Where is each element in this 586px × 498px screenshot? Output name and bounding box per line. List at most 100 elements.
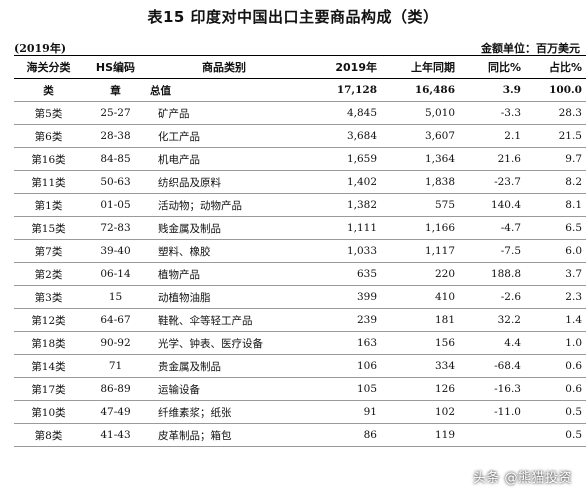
row-value-2019: 91	[300, 400, 381, 424]
column-header-yoy: 同比%	[459, 55, 525, 79]
table-row: 第7类 39-40 塑料、橡胶 1,033 1,117 -7.5 6.0	[14, 239, 586, 263]
row-hs-code: 84-85	[83, 147, 148, 171]
row-customs-class: 第15类	[14, 216, 83, 240]
row-value-2019: 1,033	[300, 239, 381, 263]
row-value-2019: 1,111	[300, 216, 381, 240]
row-category: 运输设备	[148, 377, 300, 401]
row-yoy: 140.4	[459, 193, 525, 217]
table-row: 第14类 71 贵金属及制品 106 334 -68.4 0.6	[14, 354, 586, 378]
row-value-prev: 575	[381, 193, 459, 217]
row-category: 化工产品	[148, 124, 300, 148]
row-customs-class: 第12类	[14, 308, 83, 332]
row-customs-class: 第7类	[14, 239, 83, 263]
row-yoy: 4.4	[459, 331, 525, 355]
row-customs-class: 第11类	[14, 170, 83, 194]
row-yoy: -2.6	[459, 285, 525, 309]
row-value-prev: 5,010	[381, 101, 459, 125]
header-row: 海关分类 HS编码 商品类别 2019年 上年同期 同比% 占比%	[14, 55, 586, 79]
unit-note: 金额单位：百万美元	[481, 42, 580, 55]
row-category: 活动物；动物产品	[148, 193, 300, 217]
row-category: 植物产品	[148, 262, 300, 286]
row-value-prev: 410	[381, 285, 459, 309]
row-category: 鞋靴、伞等轻工产品	[148, 308, 300, 332]
table-row: 第5类 25-27 矿产品 4,845 5,010 -3.3 28.3	[14, 101, 586, 125]
column-header-share: 占比%	[525, 55, 586, 79]
row-customs-class: 第8类	[14, 423, 83, 447]
row-value-prev: 102	[381, 400, 459, 424]
year-note: (2019年)	[14, 42, 67, 55]
row-share: 1.4	[525, 308, 586, 332]
row-value-2019: 105	[300, 377, 381, 401]
row-hs-code: 41-43	[83, 423, 148, 447]
row-category: 动植物油脂	[148, 285, 300, 309]
row-share: 0.6	[525, 354, 586, 378]
table-row: 第15类 72-83 贱金属及制品 1,111 1,166 -4.7 6.5	[14, 216, 586, 240]
row-hs-code: 25-27	[83, 101, 148, 125]
row-category: 皮革制品；箱包	[148, 423, 300, 447]
row-category: 机电产品	[148, 147, 300, 171]
row-hs-code: 64-67	[83, 308, 148, 332]
row-value-2019: 1,402	[300, 170, 381, 194]
row-customs-class: 第3类	[14, 285, 83, 309]
row-yoy: -23.7	[459, 170, 525, 194]
row-value-2019: 3,684	[300, 124, 381, 148]
column-header-2019: 2019年	[300, 55, 381, 79]
row-category: 矿产品	[148, 101, 300, 125]
row-yoy: 188.8	[459, 262, 525, 286]
column-header-prev-period: 上年同期	[381, 55, 459, 79]
row-yoy	[459, 423, 525, 447]
row-customs-class: 第2类	[14, 262, 83, 286]
table-row: 第12类 64-67 鞋靴、伞等轻工产品 239 181 32.2 1.4	[14, 308, 586, 332]
row-share: 9.7	[525, 147, 586, 171]
row-yoy: -16.3	[459, 377, 525, 401]
row-category: 光学、钟表、医疗设备	[148, 331, 300, 355]
row-customs-class: 第16类	[14, 147, 83, 171]
table-row: 第8类 41-43 皮革制品；箱包 86 119 0.5	[14, 423, 586, 447]
row-value-prev: 181	[381, 308, 459, 332]
row-category: 塑料、橡胶	[148, 239, 300, 263]
row-share: 0.5	[525, 400, 586, 424]
row-share: 6.5	[525, 216, 586, 240]
column-header-customs-class: 海关分类	[14, 55, 83, 79]
row-share: 8.2	[525, 170, 586, 194]
total-prev: 16,486	[381, 78, 459, 102]
row-value-2019: 399	[300, 285, 381, 309]
row-hs-code: 01-05	[83, 193, 148, 217]
row-customs-class: 第18类	[14, 331, 83, 355]
watermark: 头条 @熊猫投资	[472, 471, 572, 486]
row-value-2019: 1,382	[300, 193, 381, 217]
row-hs-code: 28-38	[83, 124, 148, 148]
row-yoy: 21.6	[459, 147, 525, 171]
row-hs-code: 86-89	[83, 377, 148, 401]
total-hs: 章	[83, 78, 148, 102]
row-yoy: -4.7	[459, 216, 525, 240]
row-yoy: -11.0	[459, 400, 525, 424]
row-share: 0.6	[525, 377, 586, 401]
row-value-prev: 1,364	[381, 147, 459, 171]
table-row: 第17类 86-89 运输设备 105 126 -16.3 0.6	[14, 377, 586, 401]
row-value-2019: 1,659	[300, 147, 381, 171]
row-value-2019: 106	[300, 354, 381, 378]
row-yoy: 2.1	[459, 124, 525, 148]
row-value-prev: 3,607	[381, 124, 459, 148]
row-category: 贱金属及制品	[148, 216, 300, 240]
row-value-prev: 334	[381, 354, 459, 378]
row-value-prev: 156	[381, 331, 459, 355]
row-value-prev: 126	[381, 377, 459, 401]
row-share: 21.5	[525, 124, 586, 148]
total-row: 类 章 总值 17,128 16,486 3.9 100.0	[14, 78, 586, 102]
total-2019: 17,128	[300, 78, 381, 102]
row-hs-code: 47-49	[83, 400, 148, 424]
row-value-2019: 4,845	[300, 101, 381, 125]
total-share: 100.0	[525, 78, 586, 102]
table-row: 第3类 15 动植物油脂 399 410 -2.6 2.3	[14, 285, 586, 309]
row-customs-class: 第5类	[14, 101, 83, 125]
row-yoy: -68.4	[459, 354, 525, 378]
row-value-prev: 1,838	[381, 170, 459, 194]
row-yoy: 32.2	[459, 308, 525, 332]
row-share: 8.1	[525, 193, 586, 217]
total-yoy: 3.9	[459, 78, 525, 102]
row-value-2019: 86	[300, 423, 381, 447]
row-customs-class: 第17类	[14, 377, 83, 401]
row-share: 3.7	[525, 262, 586, 286]
